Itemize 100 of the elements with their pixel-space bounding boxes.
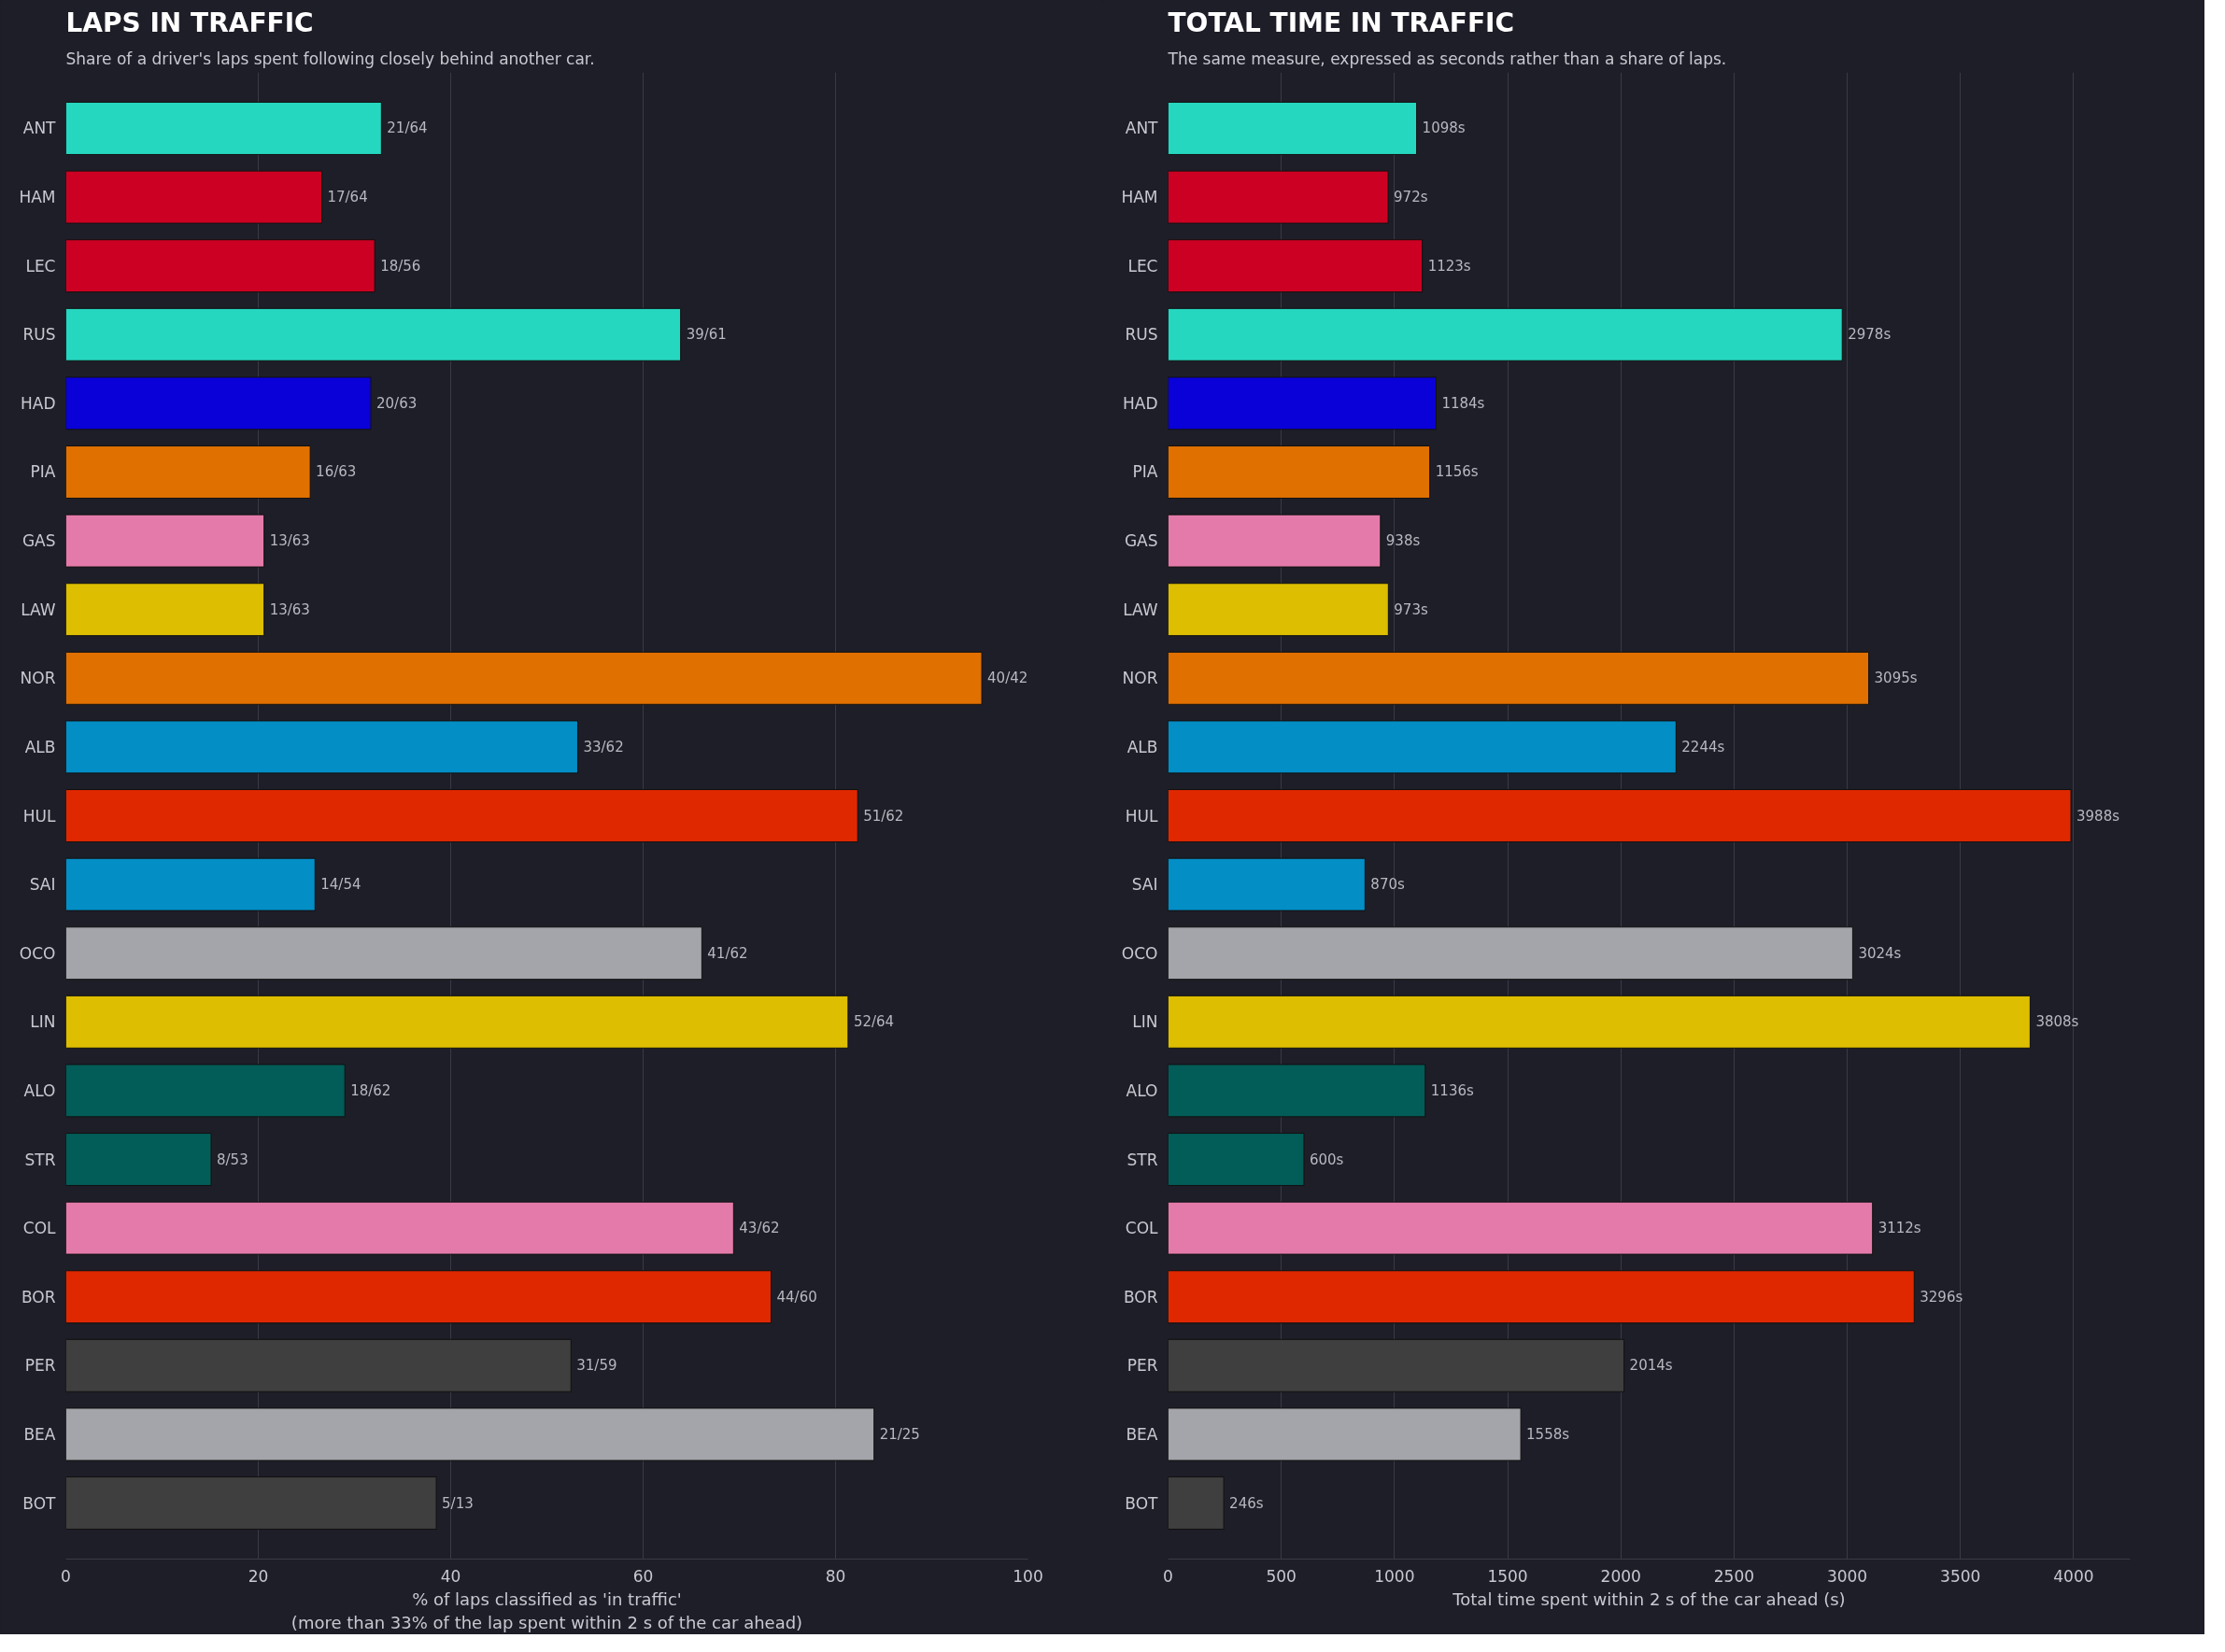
bar: [65, 789, 858, 842]
y-tick-label: OCO: [1121, 943, 1158, 963]
bar: [1168, 1201, 1874, 1255]
data-label: 1136s: [1430, 1081, 1474, 1099]
data-label: 18/56: [380, 257, 421, 275]
data-label: 2978s: [1848, 326, 1892, 344]
bar: [65, 170, 322, 224]
data-label: 1123s: [1427, 257, 1471, 275]
y-tick-label: LIN: [1132, 1012, 1158, 1032]
y-tick-label: RUS: [22, 325, 56, 345]
bar: [65, 102, 382, 155]
bar: [65, 307, 682, 361]
bar: [1168, 789, 2072, 842]
bar: [65, 926, 702, 981]
x-tick-label: 2500: [1713, 1566, 1755, 1586]
data-label: 31/59: [576, 1357, 617, 1375]
data-label: 40/42: [987, 670, 1028, 687]
data-label: 5/13: [442, 1494, 474, 1512]
bar: [1168, 1270, 1915, 1324]
data-label: 3112s: [1878, 1220, 1921, 1237]
y-tick-label: PER: [24, 1356, 56, 1376]
y-tick-label: HAM: [19, 188, 56, 207]
y-tick-label: BEA: [23, 1424, 56, 1444]
bar: [1168, 857, 1366, 911]
y-tick-label: GAS: [1124, 531, 1158, 551]
bar: [65, 995, 849, 1049]
data-label: 3024s: [1858, 944, 1902, 962]
y-tick-label: LAW: [1123, 600, 1158, 619]
data-label: 8/53: [217, 1151, 248, 1168]
y-tick-label: GAS: [21, 531, 56, 551]
y-tick-label: OCO: [19, 943, 56, 963]
y-tick-label: ALB: [24, 737, 56, 756]
bar: [65, 583, 265, 637]
data-label: 1184s: [1441, 394, 1485, 412]
y-tick-label: COL: [22, 1219, 57, 1238]
data-label: 13/63: [269, 600, 310, 618]
data-label: 2244s: [1681, 738, 1725, 755]
data-label: 1098s: [1422, 120, 1466, 137]
y-tick-label: LIN: [30, 1012, 56, 1032]
data-label: 21/25: [879, 1425, 920, 1443]
bar: [65, 514, 265, 568]
x-tick-label: 40: [440, 1566, 461, 1586]
chart-title: LAPS IN TRAFFIC: [65, 7, 314, 38]
data-label: 2014s: [1629, 1357, 1673, 1375]
x-tick-label: 3500: [1940, 1566, 1981, 1586]
bar: [1168, 170, 1389, 224]
data-label: 16/63: [316, 463, 357, 481]
y-tick-label: ALO: [1126, 1080, 1158, 1100]
bar: [65, 857, 316, 911]
data-label: 1156s: [1435, 463, 1479, 481]
x-axis-title: Total time spent within 2 s of the car ahead (s): [1452, 1588, 1846, 1609]
bar: [1168, 445, 1431, 499]
data-label: 44/60: [776, 1288, 817, 1306]
bar: [65, 1064, 346, 1118]
data-label: 973s: [1394, 600, 1428, 618]
bar: [1168, 1133, 1305, 1186]
bar: [1168, 720, 1677, 774]
data-label: 13/63: [269, 532, 310, 550]
data-label: 972s: [1394, 189, 1428, 206]
bar: [65, 239, 376, 293]
x-tick-label: 4000: [2053, 1566, 2094, 1586]
x-tick-label: 0: [61, 1566, 71, 1586]
bar: [1168, 239, 1424, 293]
x-tick-label: 80: [825, 1566, 846, 1586]
data-label: 52/64: [853, 1013, 895, 1031]
bar: [65, 1270, 772, 1324]
y-tick-label: RUS: [1125, 325, 1158, 345]
bar: [65, 1133, 212, 1186]
x-tick-label: 0: [1163, 1566, 1173, 1586]
bar: [1168, 995, 2031, 1049]
data-label: 51/62: [863, 807, 904, 825]
data-label: 3988s: [2076, 807, 2120, 825]
y-tick-label: NOR: [20, 669, 56, 688]
bar: [65, 445, 311, 499]
y-tick-label: ANT: [1125, 119, 1159, 138]
y-tick-label: BOT: [22, 1493, 57, 1513]
bar: [65, 651, 983, 705]
y-tick-label: LEC: [1127, 256, 1158, 275]
bar: [1168, 307, 1843, 361]
data-label: 21/64: [387, 120, 428, 137]
data-label: 17/64: [327, 189, 368, 206]
y-tick-label: ALO: [23, 1080, 56, 1100]
x-tick-label: 100: [1013, 1566, 1043, 1586]
x-tick-label: 20: [248, 1566, 269, 1586]
bar: [65, 720, 578, 774]
y-tick-label: HAM: [1121, 188, 1158, 207]
data-label: 870s: [1370, 876, 1405, 894]
bar: [1168, 102, 1418, 155]
x-tick-label: 500: [1266, 1566, 1297, 1586]
data-label: 41/62: [707, 944, 748, 962]
bar: [1168, 926, 1853, 981]
y-tick-label: LEC: [25, 256, 56, 275]
bar: [1168, 514, 1382, 568]
y-tick-label: STR: [24, 1150, 56, 1169]
chart-subtitle: Share of a driver's laps spent following closely behind another car.: [65, 49, 595, 68]
data-label: 3296s: [1920, 1288, 1963, 1306]
y-tick-label: ALB: [1127, 737, 1158, 756]
y-tick-label: PIA: [30, 462, 56, 482]
y-tick-label: PER: [1127, 1356, 1158, 1376]
y-tick-label: ANT: [22, 119, 57, 138]
